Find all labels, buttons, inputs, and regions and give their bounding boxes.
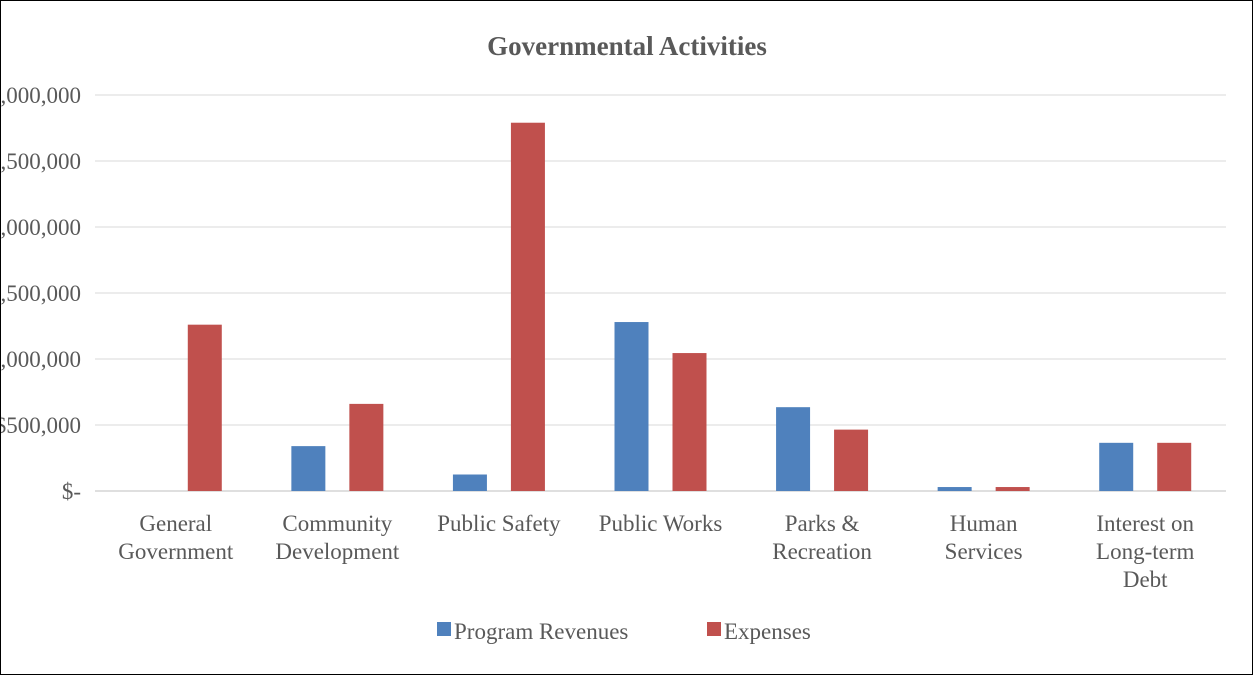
y-tick-label: $- <box>62 479 81 504</box>
y-tick-label: $1,500,000 <box>1 281 81 306</box>
bar-expenses <box>187 324 222 491</box>
legend-label: Expenses <box>724 619 811 644</box>
gridlines <box>95 94 1226 492</box>
y-tick-label: $2,000,000 <box>1 215 81 240</box>
x-tick-label-line: General <box>139 511 212 536</box>
legend-label: Program Revenues <box>454 619 628 644</box>
x-tick-label: Public Safety <box>437 511 561 536</box>
legend: Program Revenues Expenses <box>437 619 811 644</box>
y-tick-label: $1,000,000 <box>1 347 81 372</box>
x-tick-label-line: Long-term <box>1096 539 1194 564</box>
x-tick-label: Parks & Recreation <box>772 511 872 564</box>
y-axis-ticks: $- $500,000 $1,000,000 $1,500,000 $2,000,000… <box>1 83 81 504</box>
legend-swatch <box>437 622 451 636</box>
x-axis-ticks: General Government Community Development Pub… <box>118 511 1194 592</box>
bars <box>187 122 1192 491</box>
x-tick-label: Community Development <box>275 511 400 564</box>
bar-expenses <box>834 429 869 491</box>
x-tick-label-line: Services <box>945 539 1023 564</box>
bar-program-revenues <box>776 407 811 491</box>
bar-expenses <box>510 122 545 491</box>
x-tick-label-line: Recreation <box>772 539 872 564</box>
x-tick-label: Public Works <box>599 511 723 536</box>
x-tick-label-line: Interest on <box>1096 511 1194 536</box>
y-tick-label: $500,000 <box>1 413 81 438</box>
bar-expenses <box>349 403 384 491</box>
bar-expenses <box>672 353 707 491</box>
x-tick-label-line: Human <box>950 511 1018 536</box>
x-tick-label: General Government <box>118 511 234 564</box>
bar-program-revenues <box>614 322 649 491</box>
x-tick-label-line: Public Safety <box>437 511 561 536</box>
bar-expenses <box>995 487 1030 491</box>
bar-program-revenues <box>452 474 487 491</box>
bar-expenses <box>1157 442 1192 491</box>
bar-program-revenues <box>937 487 972 491</box>
x-tick-label-line: Community <box>282 511 392 536</box>
x-tick-label-line: Government <box>118 539 234 564</box>
chart-title: Governmental Activities <box>487 31 767 61</box>
x-tick-label: Human Services <box>945 511 1023 564</box>
y-tick-label: $3,000,000 <box>1 83 81 108</box>
x-tick-label: Interest on Long-term Debt <box>1096 511 1195 592</box>
bar-program-revenues <box>1099 442 1134 491</box>
x-tick-label-line: Debt <box>1123 567 1168 592</box>
x-tick-label-line: Public Works <box>599 511 723 536</box>
x-tick-label-line: Parks & <box>785 511 860 536</box>
bar-program-revenues <box>291 446 326 491</box>
y-tick-label: $2,500,000 <box>1 149 81 174</box>
legend-swatch <box>707 622 721 636</box>
x-tick-label-line: Development <box>275 539 400 564</box>
